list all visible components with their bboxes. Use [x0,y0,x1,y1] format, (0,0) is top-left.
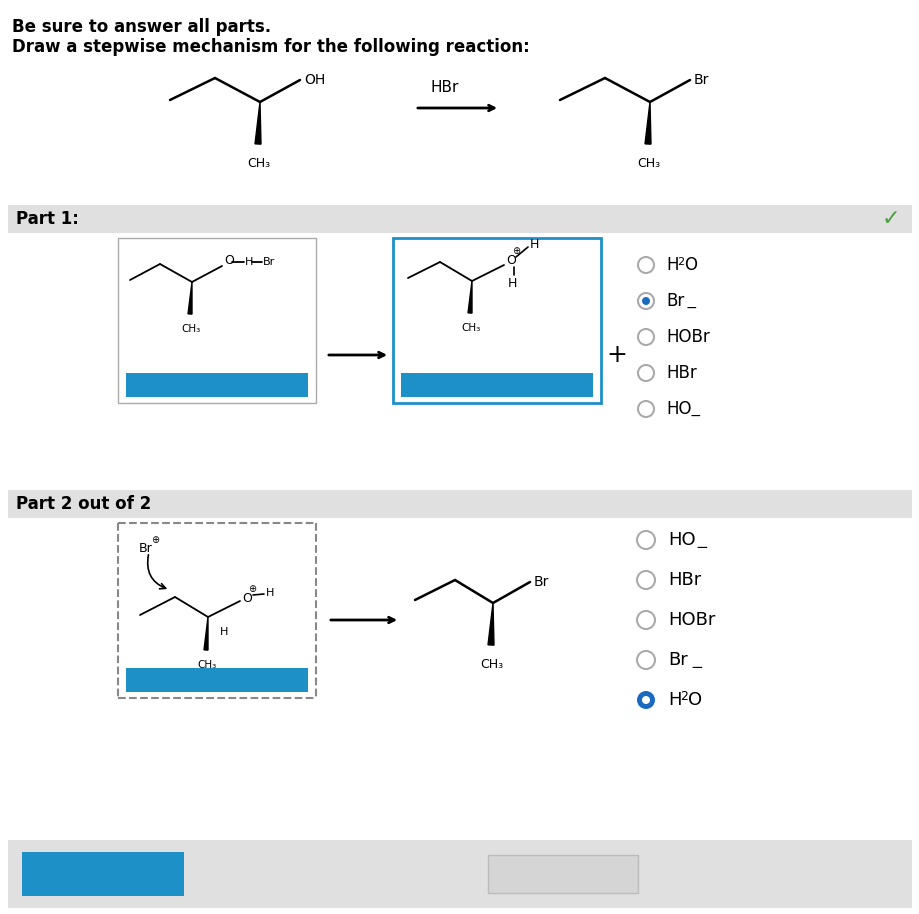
Text: view structure: view structure [160,378,274,392]
Text: H: H [667,691,681,709]
Bar [22,852,184,896]
Text: −: − [694,540,707,556]
Text: edit structure ...: edit structure ... [153,673,281,687]
Bar [126,373,308,397]
Text: 2: 2 [676,257,684,267]
Text: HOBr: HOBr [667,611,715,629]
Text: CH₃: CH₃ [198,660,216,670]
Text: CH₃: CH₃ [460,323,480,333]
Text: HO: HO [667,531,695,549]
Text: ⊕: ⊕ [151,535,159,545]
Text: CH₃: CH₃ [247,157,270,170]
Circle shape [636,571,654,589]
Text: −: − [686,301,697,315]
Text: ⊕: ⊕ [247,584,255,594]
Circle shape [636,531,654,549]
Text: O: O [687,691,701,709]
Text: Br: Br [667,651,687,669]
Polygon shape [644,102,651,144]
Polygon shape [255,102,261,144]
Polygon shape [468,281,471,314]
Text: Part 2 out of 2: Part 2 out of 2 [16,495,151,513]
Text: H: H [529,239,539,251]
Text: 2: 2 [679,690,687,704]
Text: O: O [683,256,697,274]
FancyArrowPatch shape [233,251,247,260]
Text: HBr: HBr [665,364,696,382]
Circle shape [637,257,653,273]
Circle shape [636,611,654,629]
Text: +: + [606,343,627,367]
Circle shape [636,651,654,669]
Bar [392,238,600,403]
Text: CH₃: CH₃ [480,658,503,671]
Text: ⊕: ⊕ [511,246,519,256]
Text: Next part: Next part [523,865,601,883]
Text: O: O [505,254,516,268]
Text: Part 1:: Part 1: [16,210,79,228]
Text: view structure: view structure [439,378,553,392]
Text: ✓: ✓ [880,209,899,229]
Circle shape [641,297,650,305]
Circle shape [637,401,653,417]
Bar [487,855,637,893]
Text: Br: Br [139,541,153,555]
Circle shape [637,329,653,345]
Text: Br: Br [533,575,549,589]
Text: CH₃: CH₃ [181,324,200,334]
Bar [401,373,593,397]
Text: HO: HO [665,400,691,418]
Text: HBr: HBr [667,571,700,589]
Circle shape [636,691,654,709]
Text: H: H [266,588,274,598]
Bar [118,238,315,403]
Text: −: − [689,661,702,675]
Bar [8,840,911,908]
Text: Draw a stepwise mechanism for the following reaction:: Draw a stepwise mechanism for the follow… [12,38,529,56]
Polygon shape [204,617,208,650]
Text: H: H [244,257,253,267]
Text: HOBr: HOBr [665,328,709,346]
Text: HBr: HBr [430,80,459,94]
Text: O: O [242,591,252,604]
Text: O: O [223,253,233,267]
Polygon shape [487,603,494,645]
Text: CH₃: CH₃ [637,157,660,170]
Text: H: H [665,256,678,274]
Circle shape [637,365,653,381]
Bar [126,668,308,692]
Text: OH: OH [303,73,325,87]
Text: Br: Br [665,292,684,310]
Text: Br: Br [693,73,709,87]
Text: −: − [689,409,701,423]
Bar [8,490,911,518]
Bar [8,205,911,233]
Text: Check my work: Check my work [32,865,174,883]
Polygon shape [187,282,192,314]
FancyArrowPatch shape [148,555,165,589]
Circle shape [641,696,650,704]
Text: Be sure to answer all parts.: Be sure to answer all parts. [12,18,271,36]
Text: Br: Br [263,257,275,267]
Text: H: H [506,277,516,290]
Text: H: H [220,627,228,637]
Circle shape [637,293,653,309]
